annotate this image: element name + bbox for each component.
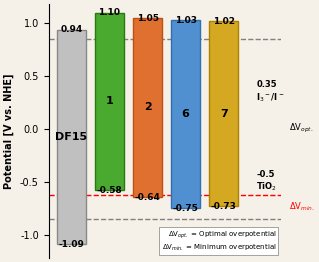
Text: 7: 7 xyxy=(220,108,228,119)
Bar xyxy=(57,30,86,244)
Y-axis label: Potential [V vs. NHE]: Potential [V vs. NHE] xyxy=(4,73,14,189)
Bar xyxy=(210,21,238,206)
Text: 2: 2 xyxy=(144,102,152,112)
Text: -0.5
TiO$_2$: -0.5 TiO$_2$ xyxy=(256,170,277,193)
Text: 0.35
I$_3$$^-$/I$^-$: 0.35 I$_3$$^-$/I$^-$ xyxy=(256,80,285,103)
Text: -0.58: -0.58 xyxy=(97,187,122,195)
Bar xyxy=(133,18,162,196)
Text: 1: 1 xyxy=(106,96,113,106)
Text: 1.10: 1.10 xyxy=(99,8,121,17)
Text: $\Delta$V$_{opt.}$: $\Delta$V$_{opt.}$ xyxy=(288,122,313,135)
Text: DF15: DF15 xyxy=(56,132,87,142)
Text: 1.05: 1.05 xyxy=(137,14,159,23)
Text: 1.02: 1.02 xyxy=(213,17,235,26)
Text: 0.94: 0.94 xyxy=(60,25,83,34)
Text: 1.03: 1.03 xyxy=(175,16,197,25)
Text: 6: 6 xyxy=(182,109,189,119)
Text: -0.73: -0.73 xyxy=(211,202,237,211)
Text: -0.75: -0.75 xyxy=(173,204,199,214)
Bar xyxy=(171,20,200,208)
Text: -0.64: -0.64 xyxy=(135,193,160,202)
Text: $\Delta$V$_{min.}$: $\Delta$V$_{min.}$ xyxy=(288,201,314,213)
Bar xyxy=(95,13,124,190)
Text: $\Delta$V$_{opt.}$ = Optimal overpotential
$\Delta$V$_{min.}$ = Minimum overpote: $\Delta$V$_{opt.}$ = Optimal overpotenti… xyxy=(161,230,276,253)
Text: -1.09: -1.09 xyxy=(58,240,84,249)
